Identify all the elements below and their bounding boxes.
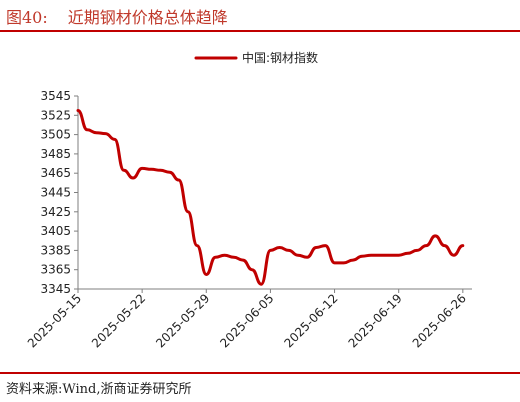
y-tick-label: 3545 — [40, 89, 71, 103]
legend: 中国:钢材指数 — [194, 50, 318, 65]
x-tick-label: 2025-06-19 — [346, 291, 405, 350]
x-tick-label: 2025-05-15 — [25, 291, 84, 350]
y-tick-label: 3485 — [40, 147, 71, 161]
figure-title-text: 近期钢材价格总体趋降 — [67, 8, 228, 27]
y-tick-label: 3505 — [40, 128, 71, 142]
source-note: 资料来源:Wind,浙商证券研究所 — [6, 382, 192, 397]
y-axis: 3345 3365 3385 3405 3425 3445 3465 3485 3505 3525… — [40, 89, 79, 296]
y-tick-label: 3345 — [40, 282, 71, 296]
figure-number: 图40: — [6, 8, 48, 27]
plot-area — [76, 109, 465, 286]
x-tick-label: 2025-05-29 — [153, 291, 212, 350]
footer-divider — [0, 372, 520, 374]
title-divider — [0, 30, 520, 32]
y-tick-label: 3385 — [40, 243, 71, 257]
y-tick-label: 3465 — [40, 166, 71, 180]
figure-title: 图40: 近期钢材价格总体趋降 — [6, 4, 228, 28]
y-tick-label: 3425 — [40, 205, 71, 219]
x-tick-label: 2025-06-12 — [281, 291, 340, 350]
series-line-0 — [76, 109, 465, 286]
y-tick-label: 3405 — [40, 224, 71, 238]
y-tick-label: 3525 — [40, 108, 71, 122]
line-chart: 中国:钢材指数 3345 3365 3385 3405 3425 3445 3465 3485… — [25, 50, 472, 350]
legend-label: 中国:钢材指数 — [242, 50, 318, 65]
x-axis: 2025-05-15 2025-05-22 2025-05-29 2025-06-05… — [25, 288, 472, 350]
x-tick-label: 2025-06-26 — [410, 291, 469, 350]
x-tick-label: 2025-05-22 — [89, 291, 148, 350]
y-tick-label: 3365 — [40, 263, 71, 277]
x-tick-label: 2025-06-05 — [217, 291, 276, 350]
y-tick-label: 3445 — [40, 186, 71, 200]
